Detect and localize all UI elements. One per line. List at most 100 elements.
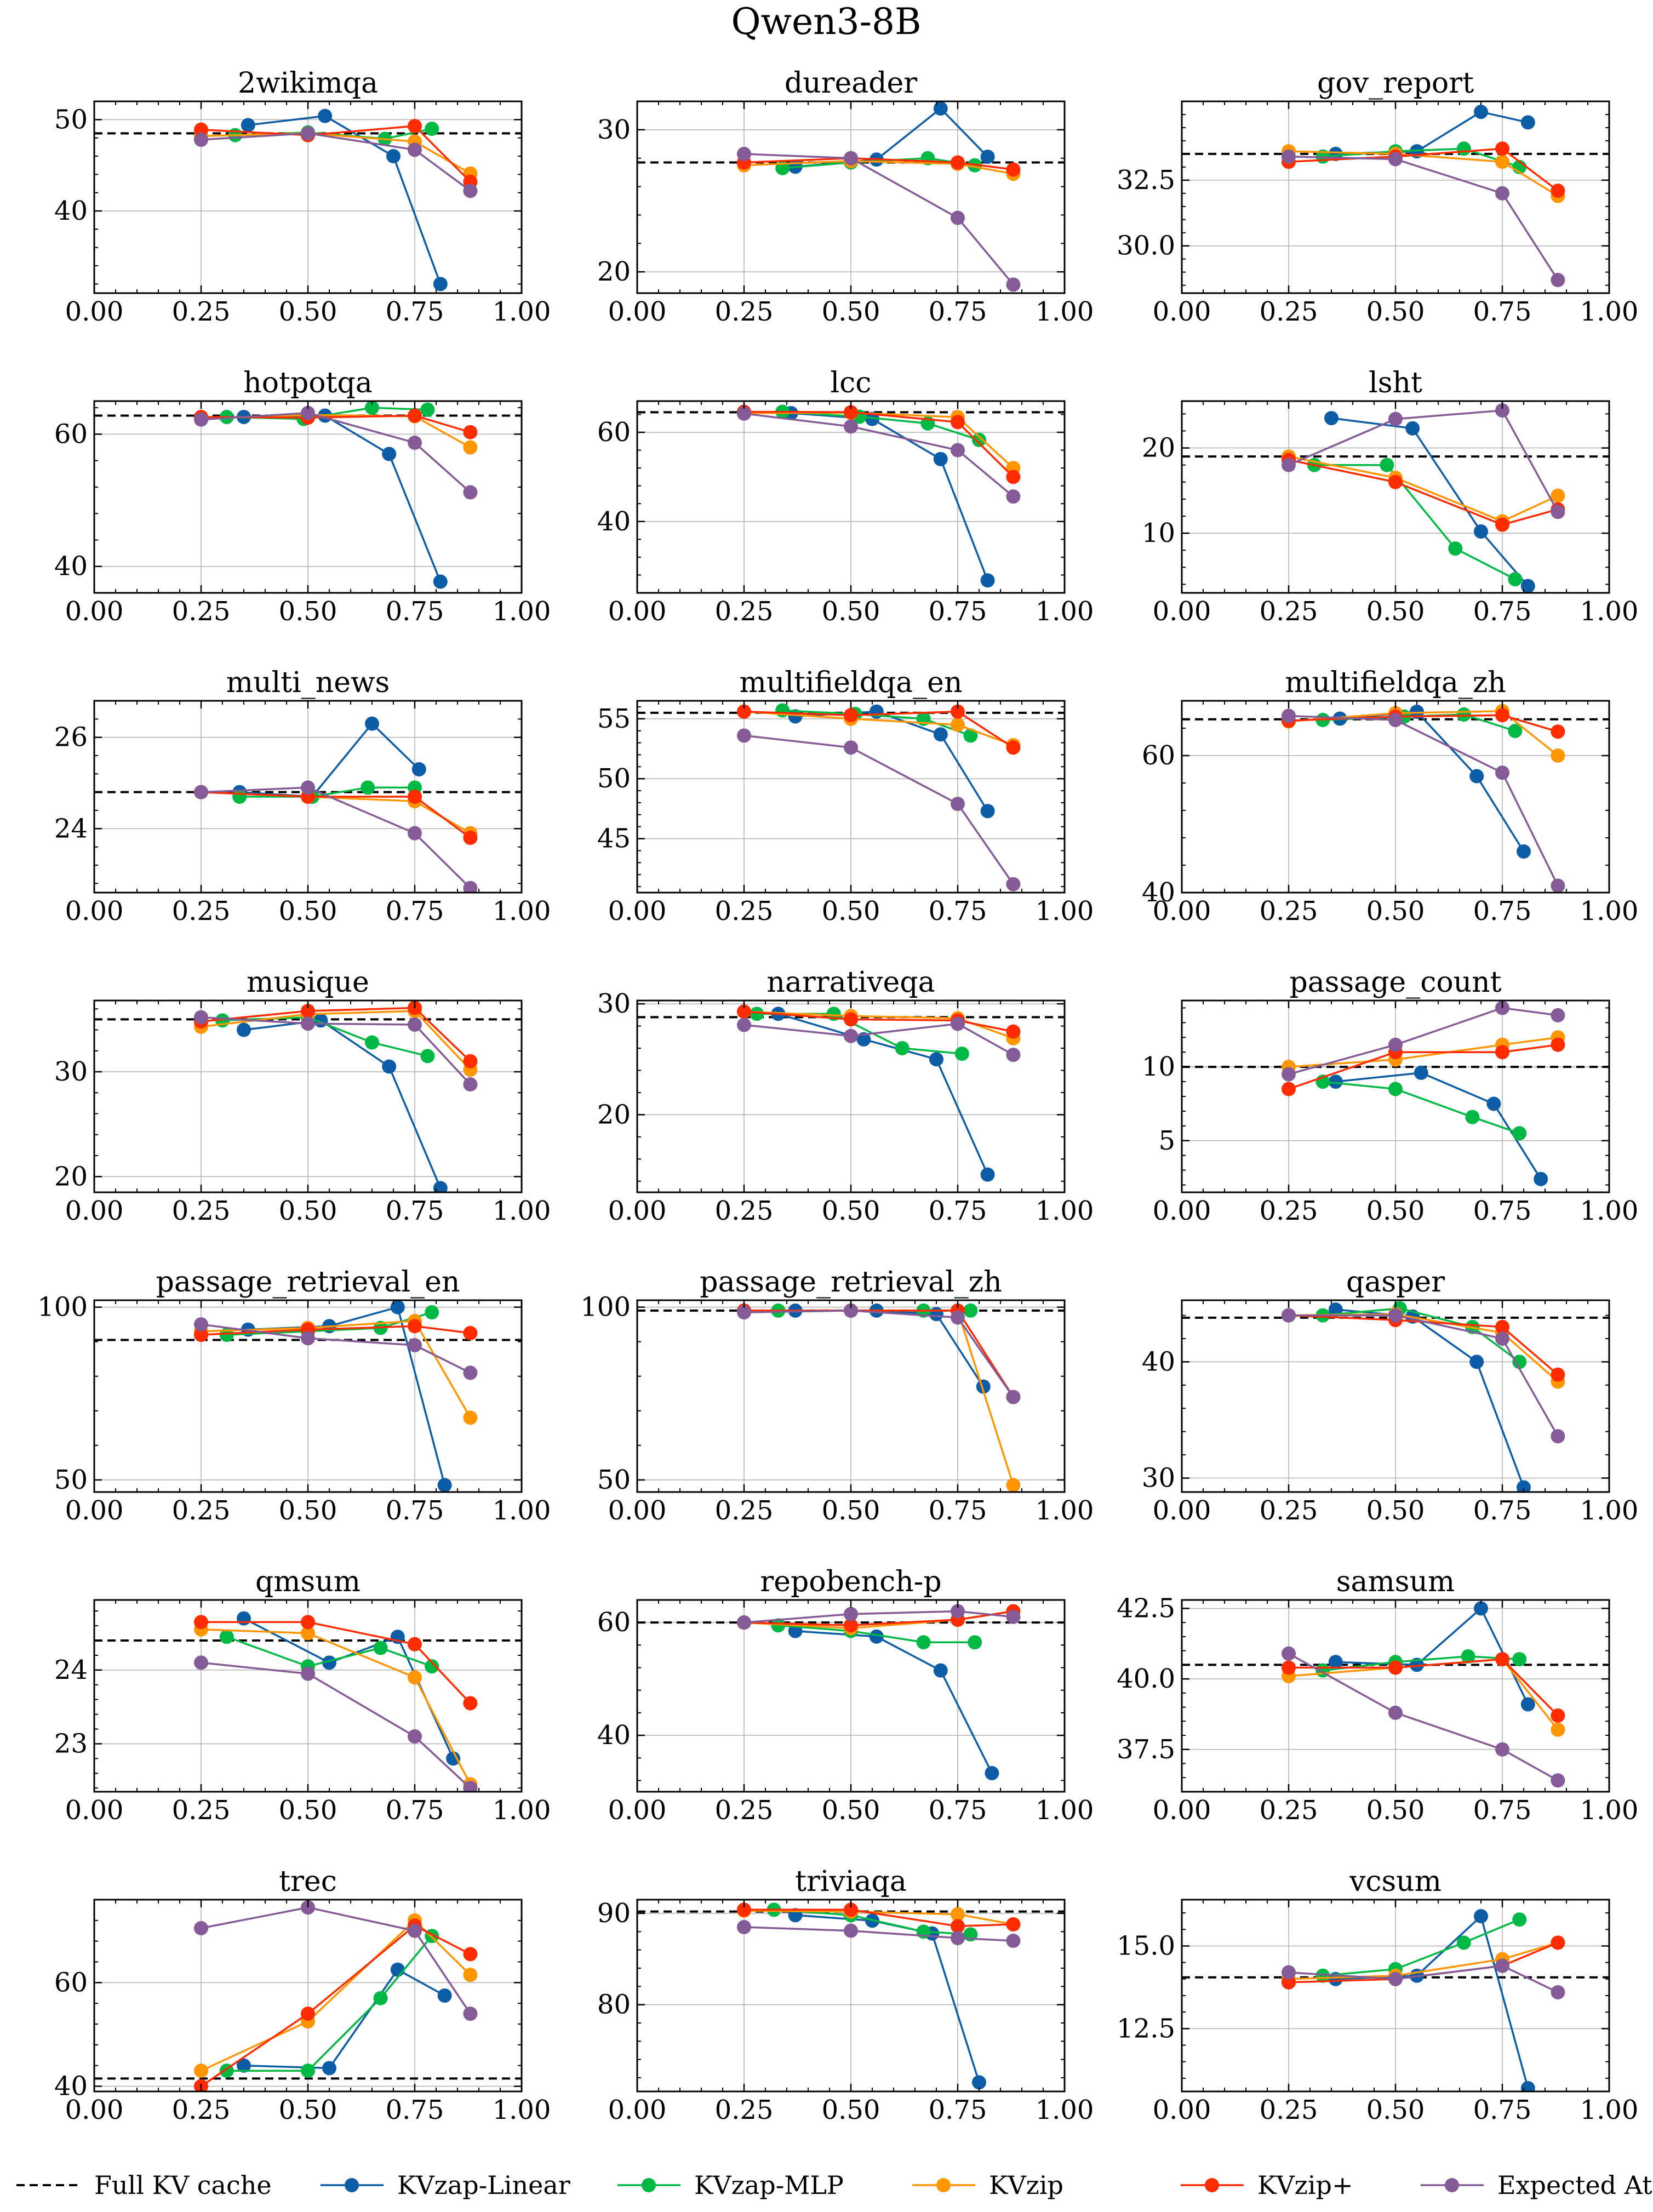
y-tick-label: 5 <box>1158 1125 1175 1156</box>
data-point <box>1282 1965 1296 1980</box>
panel-lcc: 0.00 0.25 0.50 0.75 1.00 40 60 lcc <box>597 367 1094 627</box>
y-tick-label: 40 <box>54 2071 88 2102</box>
data-point <box>895 1041 910 1055</box>
data-point <box>219 1630 234 1644</box>
panel-title: qmsum <box>255 1565 361 1598</box>
x-tick-label: 0.50 <box>822 1495 880 1526</box>
x-tick-label: 0.75 <box>1473 296 1532 327</box>
data-point <box>1006 740 1021 755</box>
x-tick-label: 0.25 <box>1260 896 1318 927</box>
legend-label-linear: KVzap-Linear <box>397 2170 570 2200</box>
series-expected <box>737 406 1021 504</box>
y-tick-label: 50 <box>54 1465 88 1495</box>
series-expected <box>1282 403 1565 519</box>
data-point <box>1388 1082 1403 1096</box>
series-line-expected <box>743 1926 1014 1942</box>
y-tick-label: 10 <box>1142 518 1175 548</box>
data-point <box>390 1962 405 1977</box>
data-point <box>463 831 478 845</box>
x-tick-label: 1.00 <box>493 296 551 327</box>
data-point <box>844 708 858 723</box>
panel-qmsum: 0.00 0.25 0.50 0.75 1.00 23 24 qmsum <box>54 1565 551 1826</box>
x-tick-label: 0.75 <box>386 2095 444 2125</box>
series-line-expected <box>1288 409 1559 513</box>
data-point <box>1006 489 1021 504</box>
data-point <box>365 401 379 415</box>
series-line-expected <box>743 413 1014 498</box>
data-point <box>408 408 422 423</box>
series-kvzipplus <box>737 1902 1021 1934</box>
data-point <box>433 574 448 589</box>
legend-label-kvzipplus: KVzip+ <box>1257 2170 1353 2200</box>
data-point <box>737 1305 751 1320</box>
data-point <box>750 1007 764 1021</box>
data-point <box>194 1615 208 1630</box>
data-point <box>194 412 208 427</box>
series-line-mlp <box>239 786 415 798</box>
data-point <box>1495 1319 1509 1334</box>
series-line-kvzipplus <box>1288 1314 1559 1376</box>
y-tick-label: 60 <box>597 417 631 448</box>
x-tick-label: 1.00 <box>1036 1495 1094 1526</box>
y-tick-label: 45 <box>597 824 631 854</box>
series-line-kvzip <box>201 1319 471 1419</box>
data-point <box>1508 724 1523 738</box>
panel-title: multifieldqa_zh <box>1285 666 1506 699</box>
panel-title: passage_retrieval_zh <box>700 1266 1002 1299</box>
x-tick-label: 0.25 <box>715 2095 774 2125</box>
data-point <box>1551 1935 1565 1950</box>
data-point <box>1388 713 1403 727</box>
series-line-kvzip <box>1288 1941 1558 1980</box>
series-line-mlp <box>226 1935 433 2072</box>
panel-vcsum: 0.00 0.25 0.50 0.75 1.00 12.5 15.0 vcsum <box>1117 1865 1638 2125</box>
data-point <box>1006 1609 1021 1624</box>
x-tick-label: 1.00 <box>493 1196 551 1226</box>
x-tick-label: 0.75 <box>386 296 444 327</box>
data-point <box>463 881 478 893</box>
data-point <box>1006 1934 1021 1948</box>
series-line-expected <box>743 734 1014 885</box>
x-tick-label: 0.00 <box>1153 296 1211 327</box>
legend-item-kvzip: KVzip <box>912 2170 1063 2200</box>
data-point <box>301 2007 315 2021</box>
y-tick-label: 40 <box>54 196 88 226</box>
x-tick-label: 0.25 <box>1260 296 1318 327</box>
data-point <box>1456 141 1471 156</box>
data-point <box>951 797 965 811</box>
legend-item-linear: KVzap-Linear <box>321 2170 570 2200</box>
data-point <box>1006 277 1021 292</box>
series-expected <box>194 1317 478 1380</box>
panel-title: gov_report <box>1317 67 1474 100</box>
x-tick-label: 0.75 <box>1473 1495 1532 1526</box>
x-tick-label: 0.25 <box>172 296 231 327</box>
data-point <box>1495 155 1509 169</box>
data-point <box>194 1921 208 1936</box>
data-point <box>463 425 478 439</box>
data-point <box>365 716 379 731</box>
panel-title: dureader <box>785 67 917 100</box>
data-point <box>232 790 247 804</box>
x-tick-label: 0.25 <box>1260 1795 1318 1826</box>
data-point <box>1495 517 1509 532</box>
data-point <box>1006 1917 1021 1931</box>
legend-marker-kvzipplus <box>1205 2178 1219 2192</box>
panel-title: 2wikimqa <box>238 67 378 100</box>
data-point <box>1474 1601 1488 1616</box>
y-tick-label: 37.5 <box>1117 1734 1175 1765</box>
data-point <box>737 146 751 161</box>
data-point <box>1282 1308 1296 1323</box>
data-point <box>425 1305 439 1320</box>
series-line-kvzip <box>1288 455 1559 523</box>
series-linear <box>1328 1065 1548 1186</box>
legend: Full KV cache KVzap-Linear KVzap-MLP KVzip… <box>16 2170 1653 2200</box>
data-point <box>237 1022 251 1037</box>
data-point <box>933 451 948 466</box>
series-line-linear <box>1335 1072 1542 1180</box>
data-point <box>951 1919 965 1934</box>
x-tick-label: 0.25 <box>715 596 774 627</box>
data-point <box>301 780 315 795</box>
x-tick-label: 0.25 <box>1260 2095 1318 2125</box>
x-tick-label: 0.75 <box>1473 2095 1532 2125</box>
series-line-expected <box>1288 715 1559 887</box>
data-point <box>1315 1968 1330 1983</box>
